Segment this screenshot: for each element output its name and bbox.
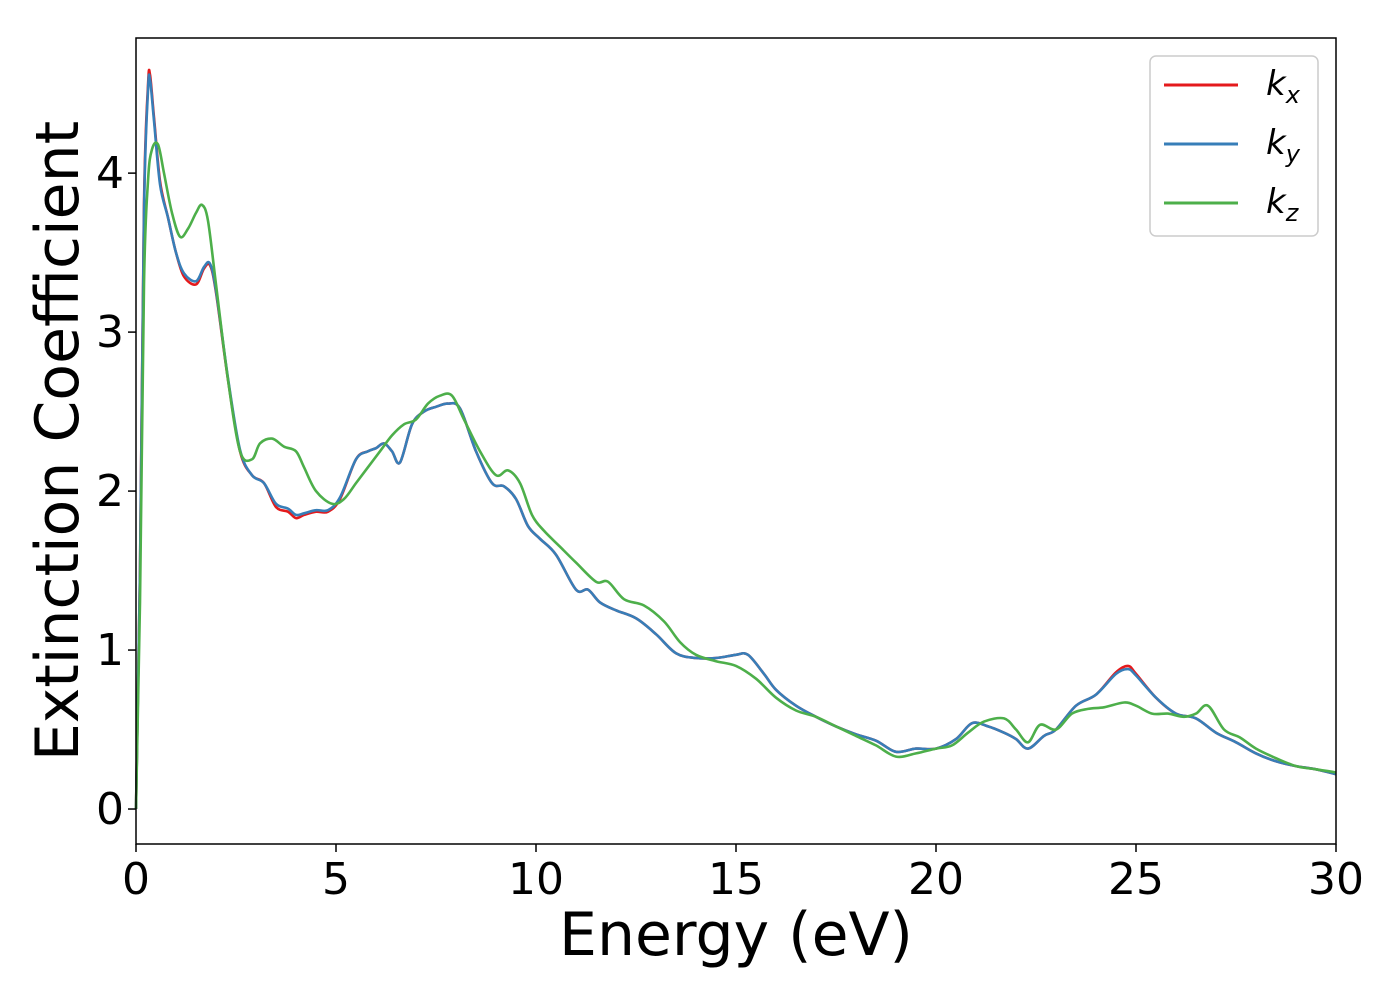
x-tick-label: 20 <box>908 854 964 905</box>
x-tick-label: 15 <box>708 854 764 905</box>
y-tick-label: 4 <box>96 148 124 199</box>
y-tick-label: 3 <box>96 307 124 358</box>
legend-label-x: kx <box>1266 64 1301 109</box>
y-tick-label: 0 <box>96 784 124 835</box>
x-tick-label: 25 <box>1108 854 1164 905</box>
series-layer <box>134 68 1337 810</box>
y-axis-title: Extinction Coefficient <box>23 121 93 761</box>
y-tick-label: 2 <box>96 466 124 517</box>
x-tick-label: 0 <box>122 854 150 905</box>
legend: kx ky kz <box>1149 55 1319 237</box>
legend-label-z: kz <box>1266 182 1300 227</box>
x-tick-label: 5 <box>322 854 350 905</box>
y-axis: 0 1 2 3 4 <box>96 148 136 835</box>
series-line-z <box>134 141 1337 810</box>
legend-box <box>1149 55 1319 237</box>
x-axis-title: Energy (eV) <box>559 900 913 970</box>
x-tick-label: 10 <box>508 854 564 905</box>
x-axis: 0 5 10 15 20 25 30 <box>122 844 1364 905</box>
plot-background <box>136 38 1336 844</box>
y-tick-label: 1 <box>96 625 124 676</box>
x-tick-label: 30 <box>1308 854 1364 905</box>
legend-label-y: ky <box>1266 123 1301 168</box>
